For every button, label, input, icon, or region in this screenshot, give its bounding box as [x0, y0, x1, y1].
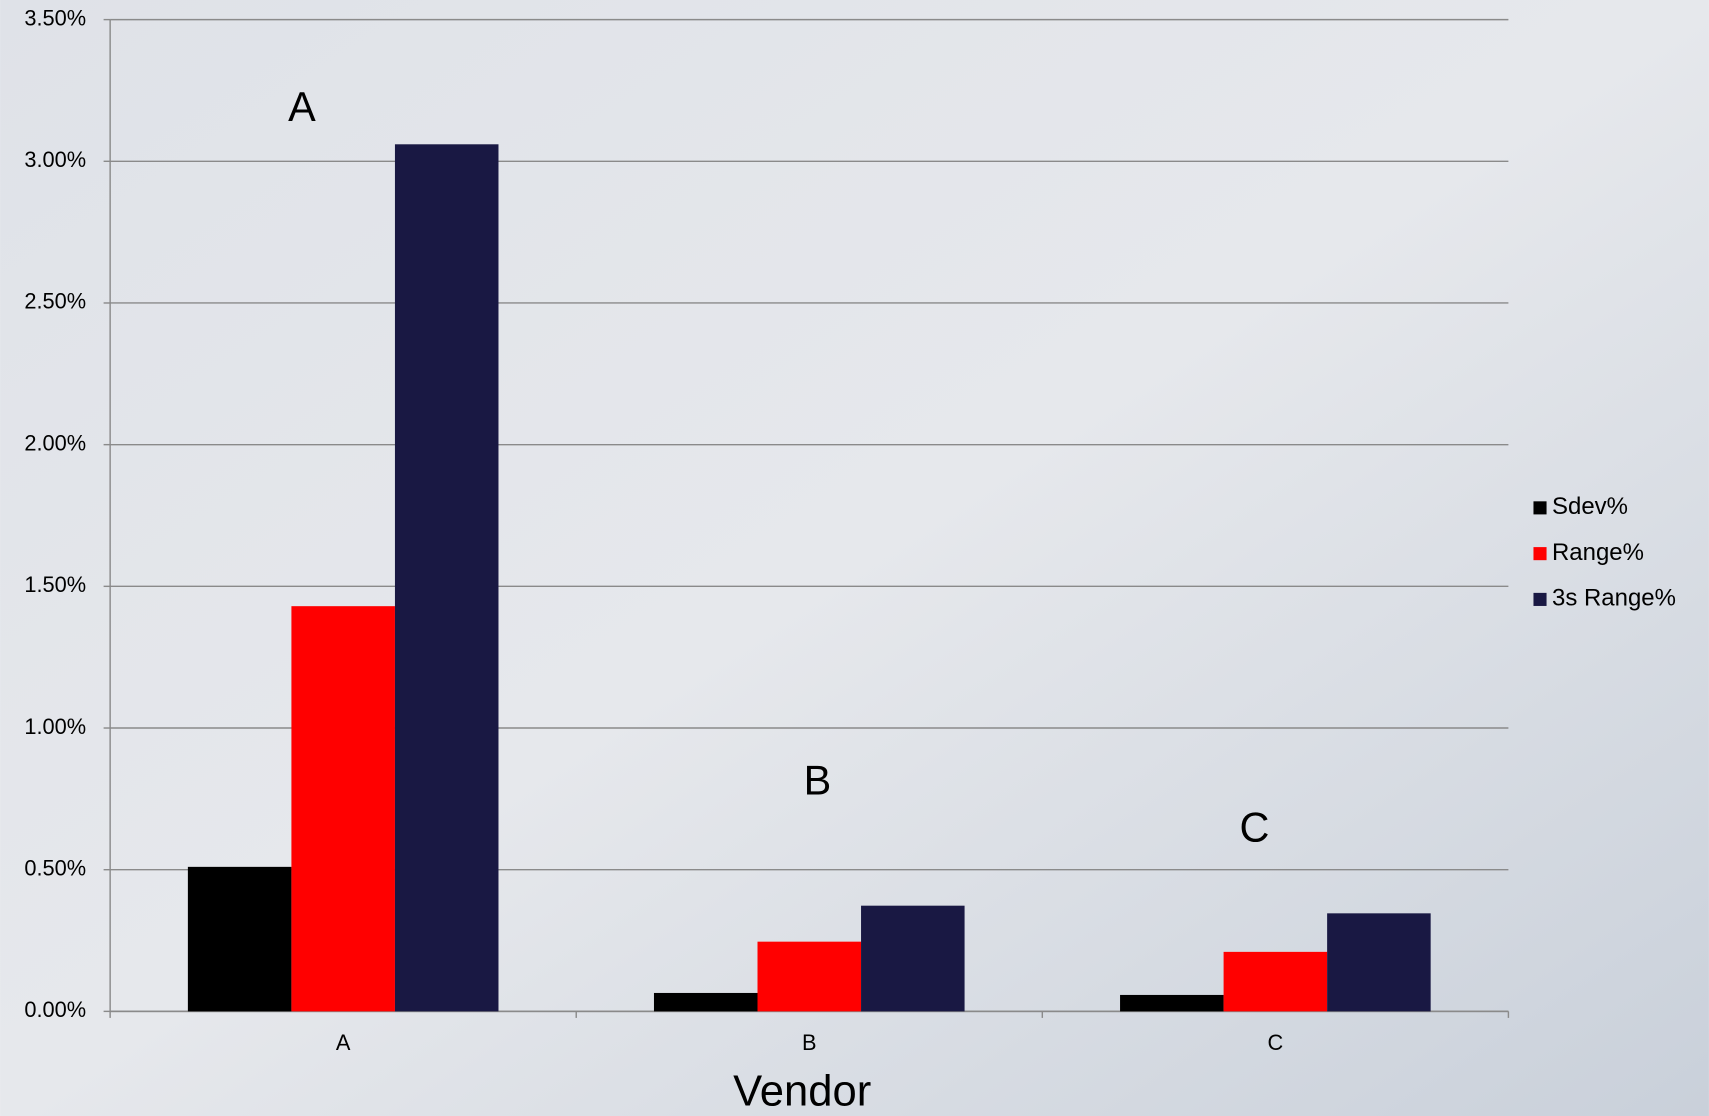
x-axis-title: Vendor	[733, 1068, 871, 1116]
annotation: A	[288, 84, 316, 130]
bar	[1120, 994, 1224, 1012]
bar	[653, 992, 758, 1012]
legend-swatch	[1533, 547, 1547, 561]
legend-label: Range%	[1552, 539, 1644, 566]
bar	[757, 941, 862, 1012]
y-tick-label: 1.00%	[24, 714, 86, 739]
bar	[291, 606, 395, 1012]
y-tick-label: 0.50%	[24, 855, 86, 880]
x-tick-label: B	[802, 1030, 817, 1055]
annotation: C	[1240, 804, 1270, 850]
bar	[1223, 951, 1328, 1012]
y-tick-label: 2.50%	[24, 289, 86, 314]
legend-label: 3s Range%	[1552, 585, 1676, 612]
y-tick-label: 1.50%	[24, 572, 86, 597]
y-tick-label: 2.00%	[24, 430, 86, 455]
legend-label: Sdev%	[1552, 493, 1628, 520]
bar	[861, 905, 965, 1012]
y-tick-label: 3.50%	[24, 5, 86, 30]
legend-swatch	[1533, 592, 1547, 606]
y-tick-label: 0.00%	[24, 997, 86, 1022]
y-tick-label: 3.00%	[24, 147, 86, 172]
bar	[1327, 913, 1431, 1012]
legend-swatch	[1533, 501, 1547, 515]
x-tick-label: C	[1267, 1030, 1283, 1055]
x-tick-label: A	[336, 1030, 351, 1055]
bar	[394, 144, 499, 1012]
bar	[187, 866, 292, 1012]
annotation: B	[804, 758, 832, 804]
